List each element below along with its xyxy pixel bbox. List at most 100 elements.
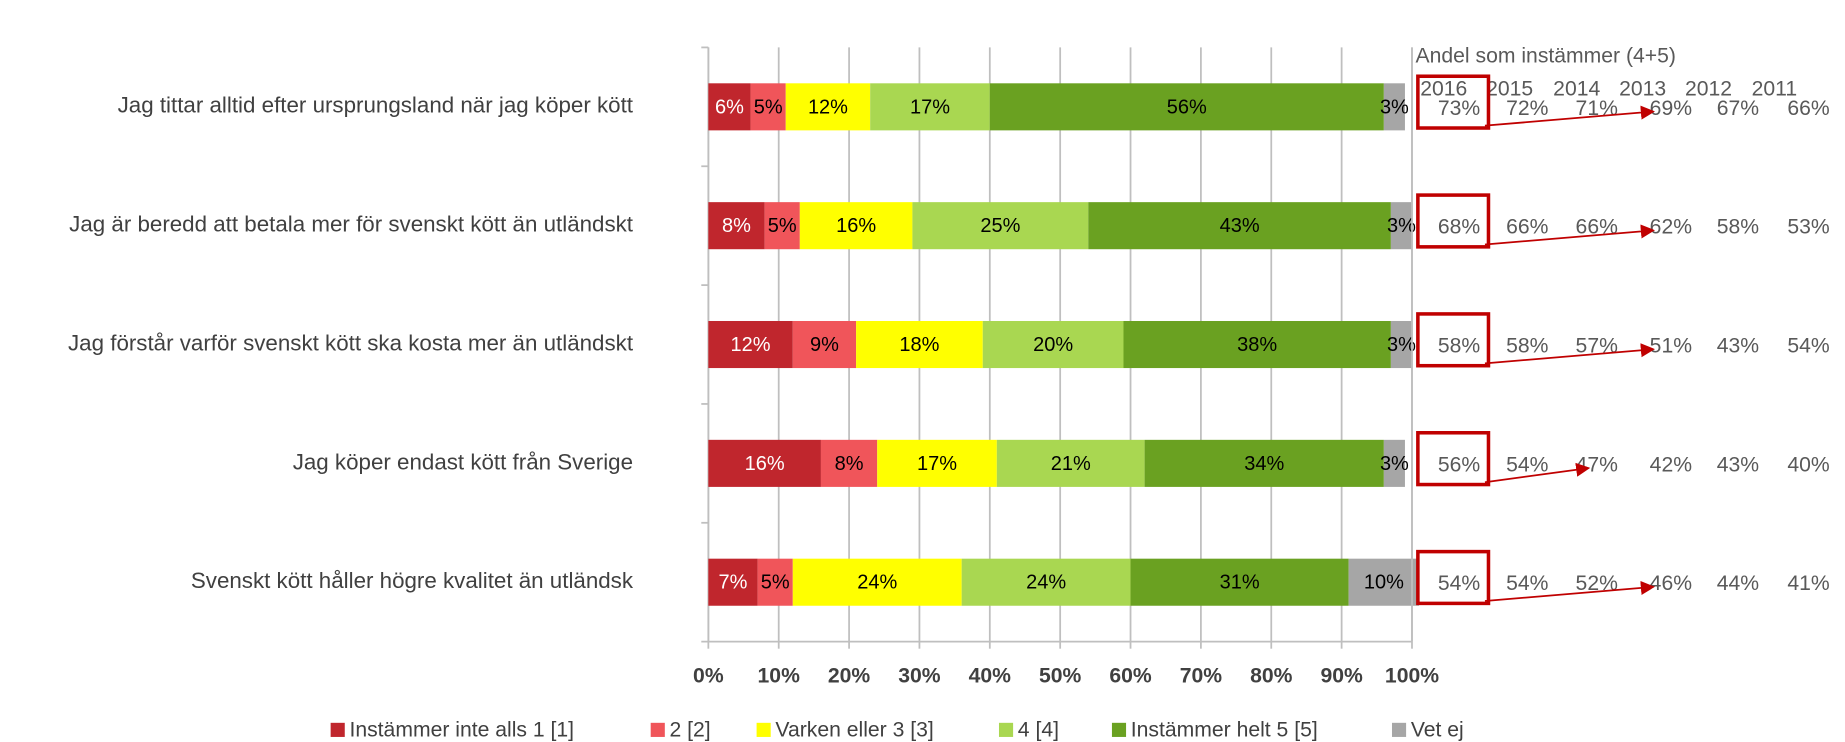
bar-segment bbox=[750, 83, 786, 131]
trend-arrow bbox=[1484, 580, 1655, 602]
data-label: 3% bbox=[1387, 334, 1416, 356]
data-label: 21% bbox=[1051, 453, 1091, 475]
trend-arrow bbox=[1484, 224, 1655, 246]
bar-segment bbox=[961, 558, 1131, 606]
data-label: 3% bbox=[1380, 453, 1409, 475]
table-year: 2013 bbox=[1619, 77, 1666, 100]
x-tick-label: 20% bbox=[828, 665, 871, 688]
category-label: Jag förstår varför svenskt kött ska kost… bbox=[68, 330, 634, 355]
table-value: 51% bbox=[1650, 334, 1693, 357]
x-tick-label: 90% bbox=[1320, 665, 1363, 688]
legend-label: Instämmer helt 5 [5] bbox=[1131, 719, 1318, 742]
bar-segment bbox=[1144, 439, 1384, 487]
legend-swatch bbox=[650, 722, 665, 737]
table-value: 42% bbox=[1650, 453, 1693, 476]
table-value: 58% bbox=[1506, 334, 1549, 357]
data-label: 3% bbox=[1380, 96, 1409, 118]
bar-segment bbox=[799, 202, 913, 250]
data-label: 34% bbox=[1244, 453, 1284, 475]
data-label: 12% bbox=[731, 334, 771, 356]
x-tick-label: 40% bbox=[969, 665, 1012, 688]
data-label: 17% bbox=[910, 96, 950, 118]
category-label: Jag är beredd att betala mer för svenskt… bbox=[69, 212, 634, 237]
legend-swatch bbox=[1391, 722, 1407, 737]
data-label: 10% bbox=[1364, 572, 1404, 594]
data-label: 3% bbox=[1387, 215, 1416, 237]
bar-segment bbox=[1130, 558, 1349, 606]
table-value: 73% bbox=[1438, 97, 1481, 120]
data-label: 12% bbox=[808, 96, 848, 118]
table-value: 54% bbox=[1438, 572, 1481, 595]
bar-segment bbox=[1123, 320, 1391, 369]
data-label: 6% bbox=[715, 96, 744, 118]
bar-segment bbox=[1348, 558, 1420, 606]
table-value: 68% bbox=[1438, 216, 1481, 239]
x-tick-label: 100% bbox=[1385, 665, 1439, 688]
data-label: 38% bbox=[1237, 334, 1277, 356]
category-label: Jag tittar alltid efter ursprungsland nä… bbox=[118, 93, 634, 118]
table-value: 47% bbox=[1576, 453, 1619, 476]
table-year: 2015 bbox=[1486, 77, 1533, 100]
bar-segment bbox=[792, 320, 857, 369]
bar-segment bbox=[820, 439, 878, 487]
table-value: 52% bbox=[1576, 572, 1619, 595]
bar-segment bbox=[989, 83, 1384, 131]
table-value: 58% bbox=[1717, 216, 1760, 239]
table-value: 44% bbox=[1717, 572, 1760, 595]
table-value: 67% bbox=[1717, 97, 1760, 120]
data-label: 5% bbox=[754, 96, 783, 118]
data-label: 25% bbox=[980, 215, 1020, 237]
bar-segment bbox=[757, 558, 793, 606]
data-label: 7% bbox=[719, 572, 748, 594]
table-value: 40% bbox=[1787, 453, 1830, 476]
table-value: 71% bbox=[1576, 97, 1619, 120]
table-year: 2011 bbox=[1752, 77, 1798, 100]
x-tick-label: 30% bbox=[898, 665, 941, 688]
legend-label: 4 [4] bbox=[1018, 719, 1059, 742]
table-value: 72% bbox=[1506, 97, 1549, 120]
legend-swatch bbox=[330, 722, 345, 737]
table-value: 46% bbox=[1650, 572, 1693, 595]
data-label: 9% bbox=[810, 334, 839, 356]
trend-arrow bbox=[1484, 462, 1591, 484]
x-tick-label: 0% bbox=[693, 665, 724, 688]
x-tick-label: 70% bbox=[1180, 665, 1223, 688]
trend-arrow bbox=[1484, 105, 1655, 127]
data-label: 8% bbox=[722, 215, 751, 237]
table-value: 66% bbox=[1787, 97, 1830, 120]
table-value: 66% bbox=[1576, 216, 1619, 239]
bar-segment bbox=[870, 83, 990, 131]
data-label: 16% bbox=[836, 215, 876, 237]
legend-label: Varken eller 3 [3] bbox=[775, 719, 933, 742]
data-label: 24% bbox=[1026, 572, 1066, 594]
legend-swatch bbox=[756, 722, 771, 737]
data-label: 5% bbox=[761, 572, 790, 594]
data-label: 24% bbox=[857, 572, 897, 594]
table-value: 54% bbox=[1787, 334, 1830, 357]
x-tick-label: 80% bbox=[1250, 665, 1293, 688]
legend-label: Vet ej bbox=[1411, 719, 1464, 742]
table-year: 2012 bbox=[1685, 77, 1732, 100]
table-value: 54% bbox=[1506, 572, 1549, 595]
highlight-box bbox=[1416, 549, 1491, 606]
highlight-box bbox=[1416, 431, 1491, 487]
data-label: 43% bbox=[1220, 215, 1260, 237]
bar-segment bbox=[708, 83, 751, 131]
data-label: 18% bbox=[899, 334, 939, 356]
table-year: 2016 bbox=[1420, 77, 1467, 100]
table-title: Andel som instämmer (4+5) bbox=[1416, 44, 1676, 67]
bar-segment bbox=[877, 439, 997, 487]
bar-segment bbox=[1088, 202, 1391, 250]
data-label: 20% bbox=[1033, 334, 1073, 356]
bar-segment bbox=[996, 439, 1145, 487]
bar-segment bbox=[708, 439, 821, 487]
bar-segment bbox=[708, 320, 793, 369]
bar-segment bbox=[785, 83, 871, 131]
data-label: 5% bbox=[768, 215, 797, 237]
table-value: 62% bbox=[1650, 216, 1693, 239]
bar-segment bbox=[912, 202, 1089, 250]
bar-segment bbox=[1383, 83, 1405, 131]
table-value: 53% bbox=[1787, 216, 1830, 239]
category-label: Jag köper endast kött från Sverige bbox=[293, 449, 633, 474]
